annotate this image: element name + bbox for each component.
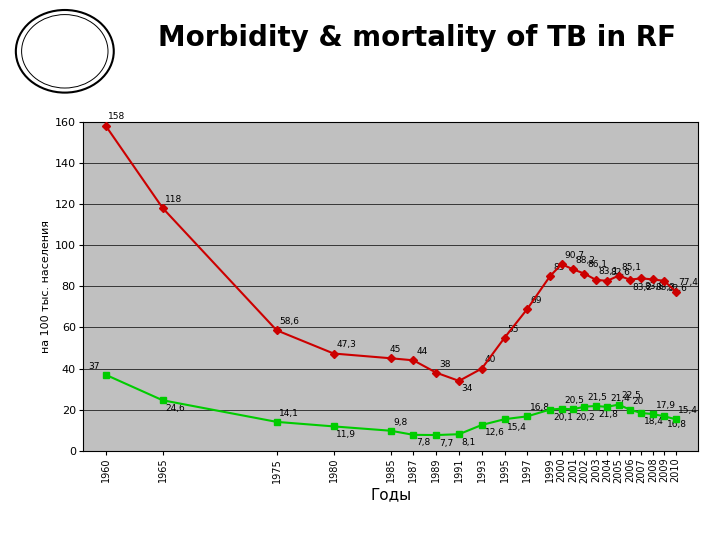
Text: 7,7: 7,7 xyxy=(439,438,453,448)
Text: 85,1: 85,1 xyxy=(621,262,642,272)
Text: 21,5: 21,5 xyxy=(588,394,607,402)
Text: 83,1: 83,1 xyxy=(598,267,618,275)
Text: 20,5: 20,5 xyxy=(564,395,584,404)
Text: 82,6: 82,6 xyxy=(667,285,687,293)
Text: 21,8: 21,8 xyxy=(598,409,618,418)
Text: 18,4: 18,4 xyxy=(644,416,664,426)
Text: 82,6: 82,6 xyxy=(610,268,630,276)
Text: 12,6: 12,6 xyxy=(485,428,505,437)
Text: 40: 40 xyxy=(485,355,496,364)
Text: 22,5: 22,5 xyxy=(621,392,641,401)
Text: 83,2: 83,2 xyxy=(633,283,652,292)
Text: 20,1: 20,1 xyxy=(553,413,573,422)
Text: Morbidity & mortality of TB in RF: Morbidity & mortality of TB in RF xyxy=(158,24,676,52)
X-axis label: Годы: Годы xyxy=(370,487,411,502)
Text: 7,8: 7,8 xyxy=(416,438,431,447)
Text: 69: 69 xyxy=(530,296,541,305)
Text: 44: 44 xyxy=(416,347,428,356)
Text: 85: 85 xyxy=(553,263,564,272)
Text: 38: 38 xyxy=(439,360,451,368)
Text: 83,8: 83,8 xyxy=(644,282,664,291)
Text: 21,4: 21,4 xyxy=(610,394,630,403)
Text: 20: 20 xyxy=(633,396,644,406)
Ellipse shape xyxy=(16,10,114,93)
Text: 83,3: 83,3 xyxy=(656,283,675,292)
Text: 16,8: 16,8 xyxy=(667,420,687,429)
Text: 14,1: 14,1 xyxy=(279,409,300,418)
Text: 17,9: 17,9 xyxy=(656,401,675,410)
Text: 158: 158 xyxy=(109,112,125,122)
Text: 15,4: 15,4 xyxy=(508,423,527,431)
Text: 88,2: 88,2 xyxy=(576,256,595,265)
Text: 45: 45 xyxy=(390,345,400,354)
Y-axis label: на 100 тыс. населения: на 100 тыс. населения xyxy=(40,220,50,353)
Text: 90,7: 90,7 xyxy=(564,251,585,260)
Text: 11,9: 11,9 xyxy=(336,430,356,439)
Text: 8,1: 8,1 xyxy=(462,438,476,447)
Text: 58,6: 58,6 xyxy=(279,317,300,326)
Text: 16,8: 16,8 xyxy=(530,403,550,412)
Text: 24,6: 24,6 xyxy=(166,404,185,413)
Text: 34: 34 xyxy=(462,384,473,394)
Text: 118: 118 xyxy=(166,195,183,204)
Text: 77,4: 77,4 xyxy=(678,279,698,287)
Text: 9,8: 9,8 xyxy=(393,417,408,427)
Text: 86,1: 86,1 xyxy=(588,260,607,269)
Text: 15,4: 15,4 xyxy=(678,406,698,415)
Text: 55: 55 xyxy=(508,325,519,334)
Text: 20,2: 20,2 xyxy=(576,413,595,422)
Text: 37: 37 xyxy=(89,362,100,370)
Text: 47,3: 47,3 xyxy=(336,340,356,349)
